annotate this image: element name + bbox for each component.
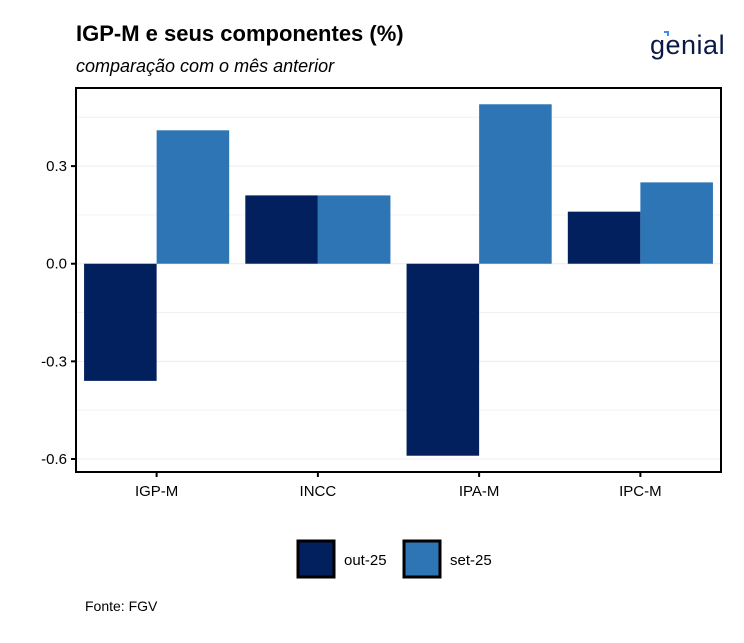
x-tick-label: IPA-M [459,483,500,500]
bar-out-25-IPC-M [567,211,641,264]
source-note: Fonte: FGV [85,598,158,614]
x-tick-label: IPC-M [619,483,662,500]
logo-accent-icon [664,31,669,36]
y-tick-label: 0.3 [46,158,67,175]
logo-text: genial [650,30,725,60]
legend-swatch-set-25 [402,539,442,579]
bar-set-25-IPA-M [479,104,552,264]
bar-out-25-IPA-M [406,263,480,456]
bar-set-25-IPC-M [640,182,713,264]
legend-label-out-25: out-25 [344,552,387,569]
bar-set-25-INCC [317,195,391,264]
y-tick-label: -0.6 [41,451,67,468]
genial-logo: genial [650,30,725,60]
y-tick-label: 0.0 [46,256,67,273]
legend-label-set-25: set-25 [450,552,492,569]
plot-border [75,87,722,473]
bar-set-25-IGP-M [156,130,230,264]
bar-out-25-INCC [245,195,318,264]
chart-subtitle: comparação com o mês anterior [76,56,335,76]
x-tick-label: IGP-M [135,483,178,500]
chart-title: IGP-M e seus componentes (%) [76,21,404,46]
y-tick-label: -0.3 [41,353,67,370]
legend-swatch-out-25 [296,539,336,579]
x-tick-label: INCC [300,483,337,500]
bar-out-25-IGP-M [84,263,157,381]
